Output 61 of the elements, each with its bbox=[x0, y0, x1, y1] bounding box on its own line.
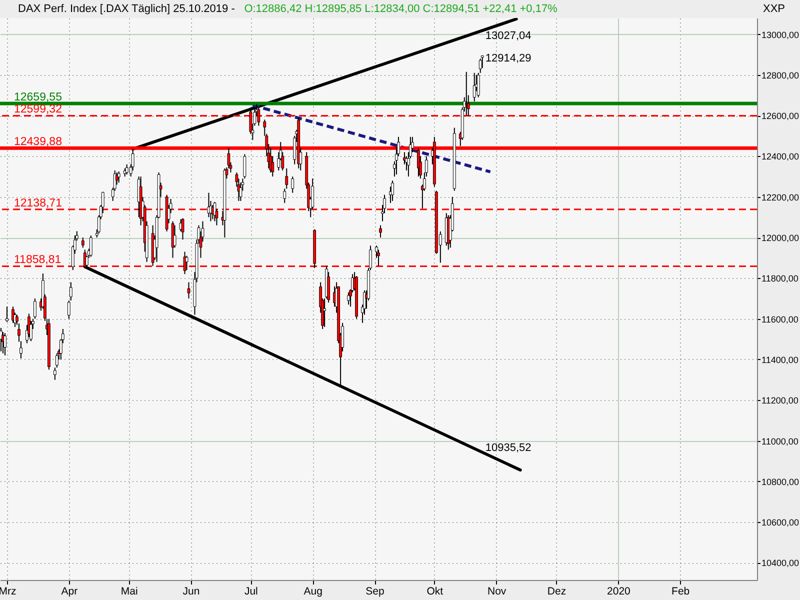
candlestick bbox=[53, 367, 56, 380]
candlestick bbox=[81, 237, 84, 248]
candlestick bbox=[181, 218, 184, 240]
candlestick bbox=[69, 282, 72, 302]
candlestick bbox=[67, 300, 70, 320]
y-tick-label: 10800,00 bbox=[762, 476, 800, 487]
annotation: 12914,29 bbox=[485, 52, 532, 65]
candlestick bbox=[125, 164, 128, 176]
candlestick bbox=[187, 282, 190, 299]
y-tick-label: 11000,00 bbox=[762, 436, 798, 446]
ref-line-label: 12138,71 bbox=[14, 197, 62, 210]
ref-line-label: 12439,88 bbox=[14, 136, 62, 148]
y-tick-label: 10400,00 bbox=[762, 558, 800, 568]
candlestick bbox=[291, 176, 294, 194]
candlestick bbox=[213, 201, 216, 222]
candlestick bbox=[379, 224, 382, 238]
candlestick bbox=[478, 58, 482, 74]
chart-subtitle: O:12886,42 H:12895,85 L:12834,00 C:12894,51 +22,41 +0,17% bbox=[244, 3, 558, 15]
candlestick bbox=[283, 188, 286, 204]
x-tick-label: Feb bbox=[672, 586, 690, 598]
x-tick-label: 2020 bbox=[607, 586, 631, 598]
y-tick-label: 12400,00 bbox=[762, 152, 800, 162]
x-tick-label: Sep bbox=[366, 586, 385, 598]
y-tick-label: 11600,00 bbox=[762, 314, 798, 324]
x-tick-label: Aug bbox=[304, 586, 323, 598]
y-tick-label: 12200,00 bbox=[762, 192, 800, 202]
candlestick bbox=[476, 72, 480, 98]
x-tick-label: Jul bbox=[244, 586, 258, 598]
candlestick bbox=[347, 292, 350, 306]
y-tick-label: 11400,00 bbox=[762, 354, 798, 365]
y-tick-label: 10600,00 bbox=[762, 518, 800, 528]
x-tick-label: Jun bbox=[182, 586, 200, 598]
chart-title: DAX Perf. Index [.DAX Täglich] 25.10.2019 - bbox=[18, 3, 236, 15]
candlestick bbox=[34, 298, 36, 320]
candlestick bbox=[55, 352, 58, 368]
annotation: 13027,04 bbox=[485, 30, 532, 42]
candlestick bbox=[185, 255, 188, 271]
y-tick-label: 12800,00 bbox=[762, 70, 800, 80]
y-tick-label: 11200,00 bbox=[762, 396, 798, 406]
ref-line-label: 12599,32 bbox=[14, 104, 62, 116]
x-tick-label: Okt bbox=[426, 586, 444, 598]
candlestick bbox=[243, 154, 246, 180]
candlestick bbox=[472, 72, 476, 102]
candlestick bbox=[323, 298, 326, 328]
y-tick-label: 12600,00 bbox=[762, 111, 800, 122]
candlestick bbox=[239, 182, 242, 202]
x-tick-label: Mai bbox=[120, 586, 138, 598]
candlestick bbox=[4, 332, 6, 356]
ref-line-label: 12659,55 bbox=[14, 91, 62, 104]
ref-line-label: 11858,81 bbox=[14, 254, 62, 266]
y-axis-title: XXP bbox=[763, 3, 786, 15]
candlestick bbox=[285, 168, 288, 190]
y-tick-label: 12000,00 bbox=[762, 233, 800, 244]
candlestick bbox=[6, 306, 8, 322]
y-tick-label: 11800,00 bbox=[762, 274, 798, 284]
x-tick-label: Apr bbox=[61, 586, 78, 598]
candlestick bbox=[391, 180, 394, 202]
x-tick-label: Nov bbox=[488, 586, 507, 598]
annotation: 10935,52 bbox=[485, 442, 532, 454]
y-tick-label: 13000,00 bbox=[762, 30, 800, 40]
x-tick-label: Dez bbox=[547, 586, 566, 598]
